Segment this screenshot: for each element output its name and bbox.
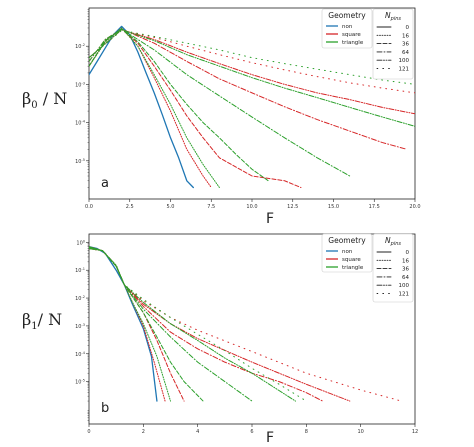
- legend-label-non: non: [342, 24, 353, 30]
- series-line-triangle-121: [89, 248, 307, 402]
- y-tick-label: 10-1: [75, 267, 85, 274]
- series-group: [89, 246, 402, 402]
- x-tick-label: 0.0: [85, 204, 93, 210]
- x-tick-label: 10: [357, 429, 363, 435]
- chart-panel-a: 0.0 2.5 5.0 7.5 10.0 12.5 15.0 17.5 20.0 10-2 10-3…: [22, 7, 421, 227]
- legend-label-pins-121: 121: [399, 292, 410, 298]
- legend-title: Geometry: [328, 236, 366, 245]
- legend-geometry: Geometry non square triangle: [321, 233, 373, 273]
- series-line-triangle-64: [89, 28, 351, 177]
- legend-label-pins-36: 36: [402, 267, 409, 273]
- x-tick-label: 7.5: [207, 204, 215, 210]
- legend-label-square: square: [342, 257, 361, 263]
- x-tick-label: 20.0: [409, 204, 420, 210]
- series-line-non-0: [89, 25, 194, 189]
- panel-label: a: [101, 176, 109, 191]
- series-line-triangle-36: [89, 28, 269, 182]
- legend-label-pins-64: 64: [402, 50, 409, 56]
- legend-label-pins-36: 36: [402, 42, 409, 48]
- legend-label-non: non: [342, 249, 353, 255]
- chart-panel-b: 0 2 4 6 8 10 12 100 10-1 10-2 10-3 10-4 10-5 β1/ N Fb G…: [22, 233, 418, 446]
- y-tick-label: 10-2: [75, 295, 85, 302]
- legend-label-pins-100: 100: [399, 283, 410, 289]
- y-tick-label: 10-3: [75, 323, 85, 330]
- y-tick-label: 10-5: [75, 158, 85, 165]
- x-tick-label: 12.5: [287, 204, 298, 210]
- y-tick-label: 10-2: [75, 43, 85, 50]
- legend-box: [321, 8, 373, 49]
- x-axis-label: F: [266, 430, 274, 446]
- legend-title: Geometry: [328, 11, 366, 20]
- series-group: [89, 25, 415, 189]
- series-line-triangle-100: [89, 29, 415, 127]
- legend-title: Npins: [385, 236, 401, 247]
- legend-box: [372, 8, 414, 80]
- series-line-square-36: [89, 28, 302, 188]
- series-line-square-121: [89, 29, 415, 94]
- y-tick-label: 10-3: [75, 81, 85, 88]
- legend-box: [372, 233, 414, 303]
- y-tick-label: 10-5: [75, 379, 85, 386]
- x-tick-label: 8: [305, 429, 308, 435]
- x-axis-label: F: [266, 211, 274, 227]
- x-tick-label: 4: [196, 429, 199, 435]
- legend-label-pins-16: 16: [402, 33, 409, 39]
- x-tick-label: 6: [250, 429, 253, 435]
- y-tick-label: 100: [76, 239, 85, 246]
- y-tick-label: 10-4: [75, 351, 86, 358]
- x-tick-label: 12: [412, 429, 418, 435]
- x-tick-label: 10.0: [246, 204, 257, 210]
- y-tick-label: 10-4: [75, 120, 86, 127]
- legend-label-pins-0: 0: [406, 250, 410, 256]
- series-line-triangle-121: [89, 29, 415, 85]
- x-tick-label: 2: [142, 429, 145, 435]
- legend-label-triangle: triangle: [342, 40, 364, 46]
- x-tick-label: 17.5: [369, 204, 380, 210]
- legend-geometry: Geometry non square triangle: [321, 8, 373, 49]
- legend-label-pins-16: 16: [402, 258, 409, 264]
- panel-label: b: [101, 401, 109, 416]
- legend-label-triangle: triangle: [342, 265, 364, 271]
- y-axis-label: β0 / N: [22, 89, 67, 111]
- legend-title: Npins: [385, 11, 401, 22]
- legend-label-square: square: [342, 32, 361, 38]
- x-tick-label: 15.0: [328, 204, 339, 210]
- legend-label-pins-100: 100: [399, 58, 410, 64]
- legend-label-pins-121: 121: [399, 67, 410, 73]
- legend-label-pins-0: 0: [406, 25, 410, 31]
- x-tick-label: 2.5: [126, 204, 134, 210]
- legend-box: [321, 233, 373, 273]
- legend-pins: Npins 0 16 36 64 100 121: [372, 233, 414, 303]
- legend-pins: Npins 0 16 36 64 100 121: [372, 8, 414, 80]
- x-tick-label: 5.0: [167, 204, 175, 210]
- y-axis-label: β1/ N: [22, 310, 62, 332]
- x-tick-label: 0: [87, 429, 90, 435]
- legend-label-pins-64: 64: [402, 275, 409, 281]
